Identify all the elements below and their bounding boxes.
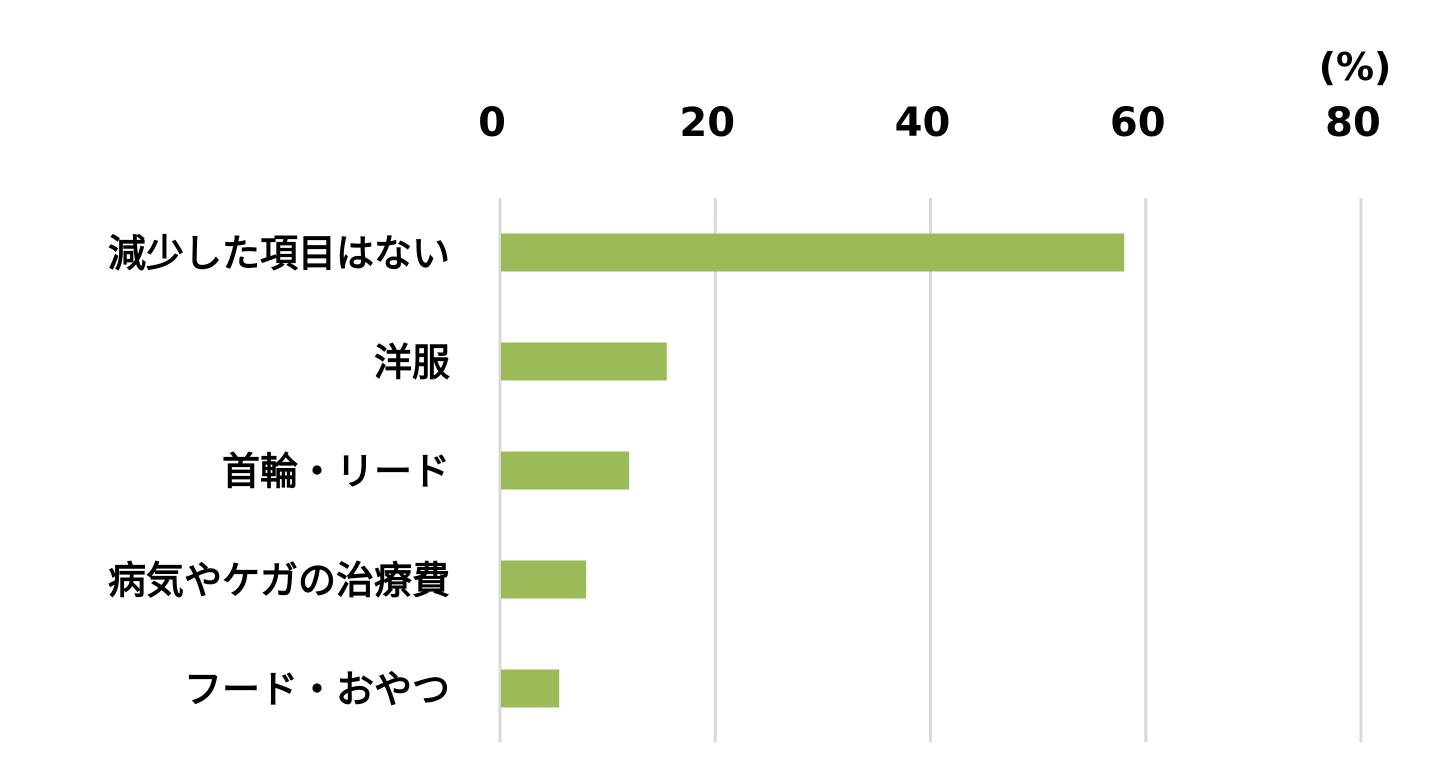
category-label-5: フード・おやつ <box>184 668 450 712</box>
category-label-3: 首輪・リード <box>222 450 450 494</box>
category-label-1: 減少した項目はない <box>108 232 450 276</box>
x-tick-label-20: 20 <box>679 100 735 146</box>
x-tick-label-80: 80 <box>1325 100 1381 146</box>
category-label-4: 病気やケガの治療費 <box>108 559 450 603</box>
category-label-2: 洋服 <box>374 341 450 385</box>
bars <box>501 233 1125 708</box>
grid-lines <box>498 198 1363 742</box>
bar-1 <box>501 233 1125 272</box>
x-tick-label-60: 60 <box>1110 100 1166 146</box>
x-tick-label-0: 0 <box>478 100 506 146</box>
bar-4 <box>501 560 587 599</box>
unit-label: (%) <box>1319 45 1392 89</box>
bar-5 <box>501 669 560 708</box>
bar-2 <box>501 342 667 381</box>
bar-3 <box>501 451 630 490</box>
x-tick-labels: 0 20 40 60 80 <box>478 100 1381 146</box>
x-tick-label-40: 40 <box>895 100 951 146</box>
